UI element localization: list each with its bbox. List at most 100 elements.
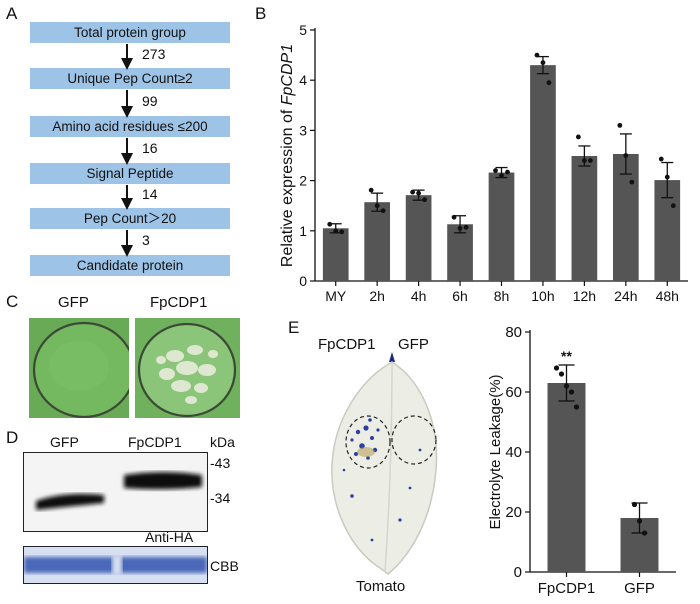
data-point <box>499 173 504 178</box>
x-tick-label: FpCDP1 <box>538 580 596 597</box>
bar-6h <box>447 224 473 281</box>
data-point <box>658 156 664 162</box>
y-axis-label: Electrolyte Leakage(%) <box>487 374 504 529</box>
data-point <box>629 179 635 185</box>
data-point <box>631 501 638 508</box>
x-tick-label: GFP <box>624 580 655 597</box>
x-tick-label: 8h <box>494 288 510 304</box>
panel-c-gfp-label: GFP <box>58 294 89 311</box>
blot-band-fpcdp1 <box>124 472 202 490</box>
bar-GFP <box>620 518 659 572</box>
data-point <box>534 52 540 58</box>
bar-2h <box>364 202 391 281</box>
panel-e-letter: E <box>288 318 300 337</box>
y-tick-label: 4 <box>299 72 307 88</box>
x-tick-label: 48h <box>656 288 679 304</box>
data-point <box>546 80 552 86</box>
flow-step-6: Candidate protein <box>30 255 230 276</box>
y-tick-label: 0 <box>299 273 307 289</box>
leaf-host-label: Tomato <box>356 578 406 595</box>
y-tick-label: 40 <box>505 444 522 461</box>
flow-step-3: Amino acid residues ≤200 <box>30 116 230 137</box>
data-point <box>575 134 581 140</box>
data-point <box>333 228 339 234</box>
data-point <box>451 214 457 220</box>
y-axis-label: Relative expression of FpCDP1 <box>279 44 296 267</box>
panel-c-fpcdp1-label: FpCDP1 <box>150 294 208 311</box>
bar-MY <box>322 228 349 281</box>
data-point <box>573 404 580 410</box>
flow-count-3: 16 <box>142 140 158 156</box>
leaf-patch-fpcdp1 <box>135 318 240 418</box>
leaf-fpcdp1-label: FpCDP1 <box>318 336 376 353</box>
western-blot <box>23 452 208 532</box>
panel-b-letter: B <box>255 4 267 23</box>
data-point <box>368 187 374 193</box>
flow-step-4: Signal Peptide <box>30 163 230 184</box>
data-point <box>374 203 380 209</box>
x-tick-label: 24h <box>614 288 637 304</box>
data-point <box>457 225 463 231</box>
y-axis-label-prefix: Relative expression of <box>279 105 296 267</box>
data-point <box>581 158 587 163</box>
data-point <box>380 208 386 214</box>
flow-step-1: Total protein group <box>30 22 230 43</box>
data-point <box>505 169 510 175</box>
data-point <box>670 203 676 209</box>
blot-marker-34: -34 <box>210 490 231 506</box>
x-tick-label: 4h <box>411 288 427 304</box>
data-point <box>493 168 498 173</box>
data-point <box>410 189 416 195</box>
flow-count-1: 273 <box>142 46 166 62</box>
bar-8h <box>488 172 515 281</box>
flow-step-2: Unique Pep Count≥2 <box>30 68 230 89</box>
data-point <box>617 122 623 128</box>
panel-a-letter: A <box>6 4 18 23</box>
x-tick-label: 10h <box>531 288 554 304</box>
data-point <box>641 530 648 536</box>
bar-12h <box>571 156 598 281</box>
bar-48h <box>654 180 681 281</box>
y-tick-label: 20 <box>505 504 522 521</box>
data-point <box>540 60 546 66</box>
blot-gfp-label: GFP <box>50 434 79 450</box>
blot-antibody-label: Anti-HA <box>145 529 194 545</box>
blot-band-gfp <box>36 493 104 510</box>
data-point <box>664 174 670 180</box>
y-tick-label: 3 <box>299 122 307 138</box>
y-tick-label: 60 <box>505 384 522 401</box>
data-point <box>623 153 629 158</box>
x-tick-label: 2h <box>369 288 385 304</box>
data-point <box>416 190 422 196</box>
significance-label: ** <box>561 348 572 364</box>
flow-count-2: 99 <box>142 93 158 109</box>
x-tick-label: 12h <box>573 288 596 304</box>
flow-step-5: Pep Count＞20 <box>30 208 230 229</box>
blot-kda-label: kDa <box>210 434 235 450</box>
data-point <box>563 383 570 389</box>
blot-marker-43: -43 <box>210 455 231 471</box>
data-point <box>553 365 560 371</box>
panel-d-letter: D <box>6 428 19 447</box>
data-point <box>463 224 469 230</box>
y-tick-label: 80 <box>505 324 522 341</box>
data-point <box>558 371 565 377</box>
bar-24h <box>612 153 639 281</box>
flow-count-4: 14 <box>142 186 158 202</box>
flow-count-5: 3 <box>142 232 150 248</box>
y-tick-label: 5 <box>299 22 307 38</box>
bar-10h <box>530 65 556 281</box>
data-point <box>422 197 428 203</box>
x-tick-label: 6h <box>452 288 468 304</box>
y-tick-label: 1 <box>299 223 307 239</box>
data-point <box>568 389 575 395</box>
x-tick-label: MY <box>325 288 347 304</box>
data-point <box>587 158 593 163</box>
panel-c-letter: C <box>6 292 19 311</box>
data-point <box>636 518 643 524</box>
cbb-stain-gel <box>23 546 208 584</box>
bar-4h <box>405 195 432 281</box>
bar-FpCDP1 <box>547 383 586 572</box>
data-point <box>339 229 345 235</box>
data-point <box>327 221 333 227</box>
